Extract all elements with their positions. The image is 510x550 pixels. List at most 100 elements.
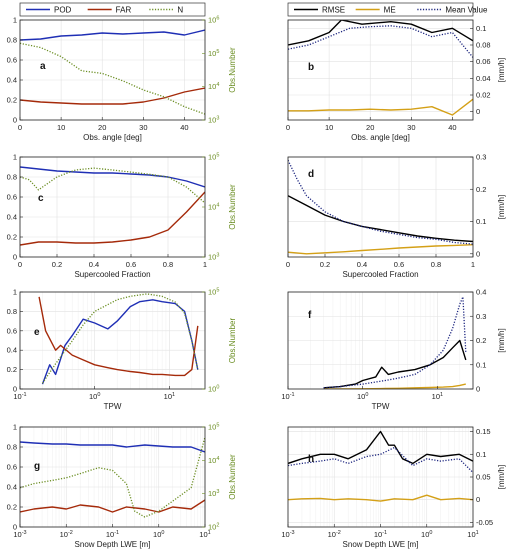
- y-tick-label: 0.1: [476, 360, 486, 369]
- panel-label-d: d: [308, 169, 314, 180]
- y-tick-label: 0.2: [7, 233, 17, 242]
- legend-left: POD FAR N: [19, 2, 206, 17]
- x-tick-label: 101: [467, 530, 478, 539]
- panel-f: 10-1 100 101 TPW 0 0.1 0.2 0.3 0.4 [mm/h] f: [281, 288, 506, 412]
- y-tick-label: 0: [476, 495, 480, 504]
- series-e-far: [38, 296, 199, 377]
- y2-tick-label: 103: [208, 489, 219, 498]
- series-f-mean-value: [323, 296, 467, 389]
- y-tick-label: 0.2: [476, 336, 486, 345]
- series-group-g: [20, 436, 205, 518]
- y-tick-label: 0.4: [7, 346, 17, 355]
- y-tick-label: 0: [13, 523, 17, 532]
- series-group-d: [288, 159, 473, 255]
- legend-label-rmse: RMSE: [322, 6, 345, 15]
- x-tick-label: 0: [18, 123, 22, 132]
- y2-tick-label: 104: [208, 82, 219, 91]
- series-a-far: [20, 87, 205, 105]
- x-tick-label: 10: [325, 123, 333, 132]
- x-axis-label: Obs. angle [deg]: [351, 133, 410, 142]
- x-tick-label: 40: [180, 123, 188, 132]
- x-axis-label: Snow Depth LWE [m]: [75, 540, 151, 549]
- y-tick-label: 0.8: [7, 36, 17, 45]
- y2-tick-label: 103: [208, 116, 219, 125]
- y-tick-label: 0: [476, 385, 480, 394]
- x-tick-label: 20: [98, 123, 106, 132]
- y-tick-label: 0: [13, 116, 17, 125]
- x-tick-label: 10-2: [60, 530, 73, 539]
- series-d-rmse: [288, 195, 473, 243]
- x-tick-label: 101: [432, 392, 443, 401]
- y2-tick-label: 105: [208, 288, 219, 297]
- y-tick-label: 0: [13, 385, 17, 394]
- y-tick-label: 0.2: [7, 96, 17, 105]
- y-tick-label: 0.05: [476, 473, 491, 482]
- legend-box: [287, 2, 474, 17]
- y-tick-label: 0.2: [7, 503, 17, 512]
- y-tick-label: 0.4: [7, 76, 17, 85]
- x-tick-label: 30: [407, 123, 415, 132]
- x-tick-label: 0.6: [126, 260, 136, 269]
- y2-tick-label: 106: [208, 16, 219, 25]
- series-a-pod: [20, 29, 205, 41]
- x-tick-label: 10-1: [106, 530, 119, 539]
- x-tick-label: 0.8: [163, 260, 173, 269]
- y2-tick-label: 104: [208, 456, 219, 465]
- x-tick-label: 0: [18, 260, 22, 269]
- y-tick-label: 0.6: [7, 326, 17, 335]
- y-axis-label: [mm/h]: [497, 465, 506, 489]
- series-b-me: [288, 98, 473, 116]
- y-tick-label: 1: [13, 16, 17, 25]
- panel-c: 0 0.2 0.4 0.6 0.8 1 Supercooled Fraction 0 0.2 0.…: [7, 153, 237, 280]
- legend-label-mean-value: Mean Value: [445, 6, 488, 15]
- y2-tick-label: 105: [208, 423, 219, 432]
- y2-axis-label: Obs.Number: [228, 47, 237, 93]
- panel-a: 0 10 20 30 40 Obs. angle [deg] 0 0.2 0.4 0.6 0.8 1 1…: [7, 16, 237, 143]
- series-e-pod: [41, 299, 199, 385]
- y-tick-label: -0.05: [476, 518, 493, 527]
- y-tick-label: 0.8: [7, 443, 17, 452]
- panel-g: 10-3 10-2 10-1 100 101 Snow Depth LWE [m] 0 0.2…: [7, 423, 237, 550]
- grid-e: [19, 291, 206, 390]
- panel-b: 0 10 20 30 40 Obs. angle [deg] 0 0.02 0.04 0.06 0.…: [286, 19, 506, 142]
- x-tick-label: 100: [89, 392, 100, 401]
- y-tick-label: 0.6: [7, 463, 17, 472]
- panel-label-e: e: [34, 327, 40, 338]
- series-group-b: [288, 20, 473, 116]
- axes-frame: [287, 19, 474, 121]
- series-h-mean-value: [288, 446, 473, 473]
- x-tick-label: 20: [366, 123, 374, 132]
- y-tick-label: 0.3: [476, 153, 486, 162]
- y2-axis-label: Obs.Number: [228, 317, 237, 363]
- panel-label-f: f: [308, 310, 312, 321]
- y-tick-label: 0.4: [7, 483, 17, 492]
- panel-label-g: g: [34, 461, 40, 472]
- x-tick-label: 40: [448, 123, 456, 132]
- x-axis-label: Snow Depth LWE [m]: [343, 540, 419, 549]
- x-tick-label: 101: [164, 392, 175, 401]
- x-tick-label: 100: [421, 530, 432, 539]
- y2-tick-label: 104: [208, 203, 219, 212]
- y-axis-label: [mm/h]: [497, 195, 506, 219]
- x-tick-label: 1: [471, 260, 475, 269]
- y2-axis-label: Obs.Number: [228, 184, 237, 230]
- axes-frame: [19, 291, 206, 390]
- y-tick-label: 0.4: [476, 288, 486, 297]
- axes-frame: [19, 19, 206, 121]
- series-c-far: [20, 191, 205, 246]
- y-tick-label: 1: [13, 153, 17, 162]
- x-tick-label: 0.6: [394, 260, 404, 269]
- x-tick-label: 0.2: [52, 260, 62, 269]
- y2-tick-label: 105: [208, 153, 219, 162]
- series-group-f: [323, 296, 467, 389]
- series-c-pod: [20, 166, 205, 188]
- series-b-mean-value: [288, 25, 473, 58]
- y-tick-label: 0.04: [476, 74, 491, 83]
- y-tick-label: 0.02: [476, 91, 491, 100]
- y2-tick-label: 105: [208, 49, 219, 58]
- y-tick-label: 0.8: [7, 173, 17, 182]
- series-group-c: [20, 166, 205, 246]
- y-tick-label: 0.2: [7, 365, 17, 374]
- y-tick-label: 0.3: [476, 312, 486, 321]
- grid-b: [287, 20, 473, 120]
